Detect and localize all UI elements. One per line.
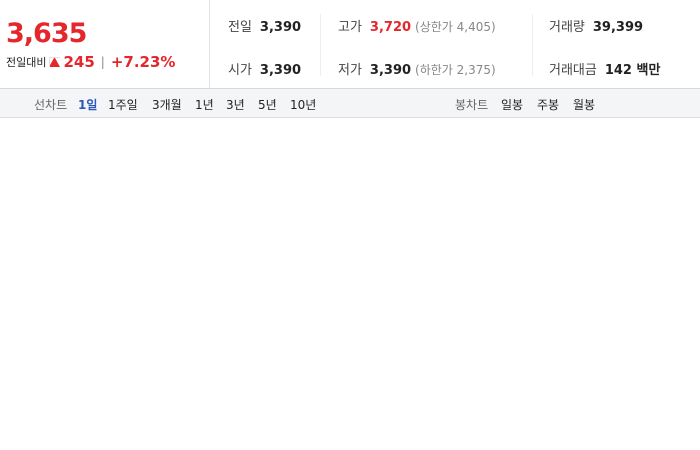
quote-header: 3,635 전일대비 3,7313,6373,5433,4503,35602/2… xyxy=(0,0,700,89)
current-price: 3,635 xyxy=(6,18,87,49)
stat-value: 3,390 xyxy=(259,20,302,35)
stat-label: 시가 xyxy=(228,63,252,78)
stat-value: 3,390 xyxy=(259,63,302,78)
tab[interactable]: 주봉 xyxy=(537,98,560,112)
stat: 고가 3,720 (상한가 4,405) xyxy=(338,16,496,35)
stat: 저가 3,390 (하한가 2,375) xyxy=(338,59,496,78)
price-panel: 3,635 전일대비 3,7313,6373,5433,4503,35602/2… xyxy=(0,0,210,88)
tab[interactable]: 월봉 xyxy=(573,98,596,112)
stat-label: 거래량 xyxy=(549,20,585,35)
stat-sub: (하한가 2,375) xyxy=(415,63,496,77)
tab[interactable]: 1년 xyxy=(195,98,214,112)
tab[interactable]: 3개월 xyxy=(152,98,182,112)
stat: 전일 3,390 xyxy=(228,16,301,35)
stat-value: 3,390 xyxy=(369,63,412,78)
chart xyxy=(0,118,700,450)
tab-group-label: 선차트 xyxy=(34,98,68,112)
tab[interactable]: 일봉 xyxy=(501,98,524,112)
stat-label: 거래대금 xyxy=(549,63,597,78)
change-label: 전일대비 xyxy=(6,56,47,69)
tab[interactable]: 5년 xyxy=(258,98,277,112)
tab[interactable]: 1일 xyxy=(78,98,98,112)
stat: 거래량 39,399 xyxy=(549,16,643,35)
stat: 거래대금 142 백만 xyxy=(549,59,660,78)
change-pct: +7.23% xyxy=(110,53,176,71)
change-row: 전일대비 3,7313,6373,5433,4503,35602/2910:00… xyxy=(6,53,175,71)
stat-label: 전일 xyxy=(228,20,252,35)
stat-label: 고가 xyxy=(338,20,362,35)
stat-label: 저가 xyxy=(338,63,362,78)
stat-value: 39,399 xyxy=(592,20,644,35)
stat-sub: (상한가 4,405) xyxy=(415,20,496,34)
stat-value: 3,720 xyxy=(369,20,412,35)
tab[interactable]: 10년 xyxy=(290,98,317,112)
up-arrow: 3,7313,6373,5433,4503,35602/2910:0011:00… xyxy=(49,57,61,67)
tab-bar: 선차트 봉차트 1일 1주일 3개월 1년 3년 5년 10년 일봉 주봉 월봉 xyxy=(0,89,700,118)
tab[interactable]: 1주일 xyxy=(108,98,138,112)
tab[interactable]: 3년 xyxy=(226,98,245,112)
stat: 시가 3,390 xyxy=(228,59,301,78)
tab-group-label: 봉차트 xyxy=(455,98,489,112)
stat-value: 142 백만 xyxy=(604,63,661,78)
change: 245 xyxy=(63,53,95,71)
